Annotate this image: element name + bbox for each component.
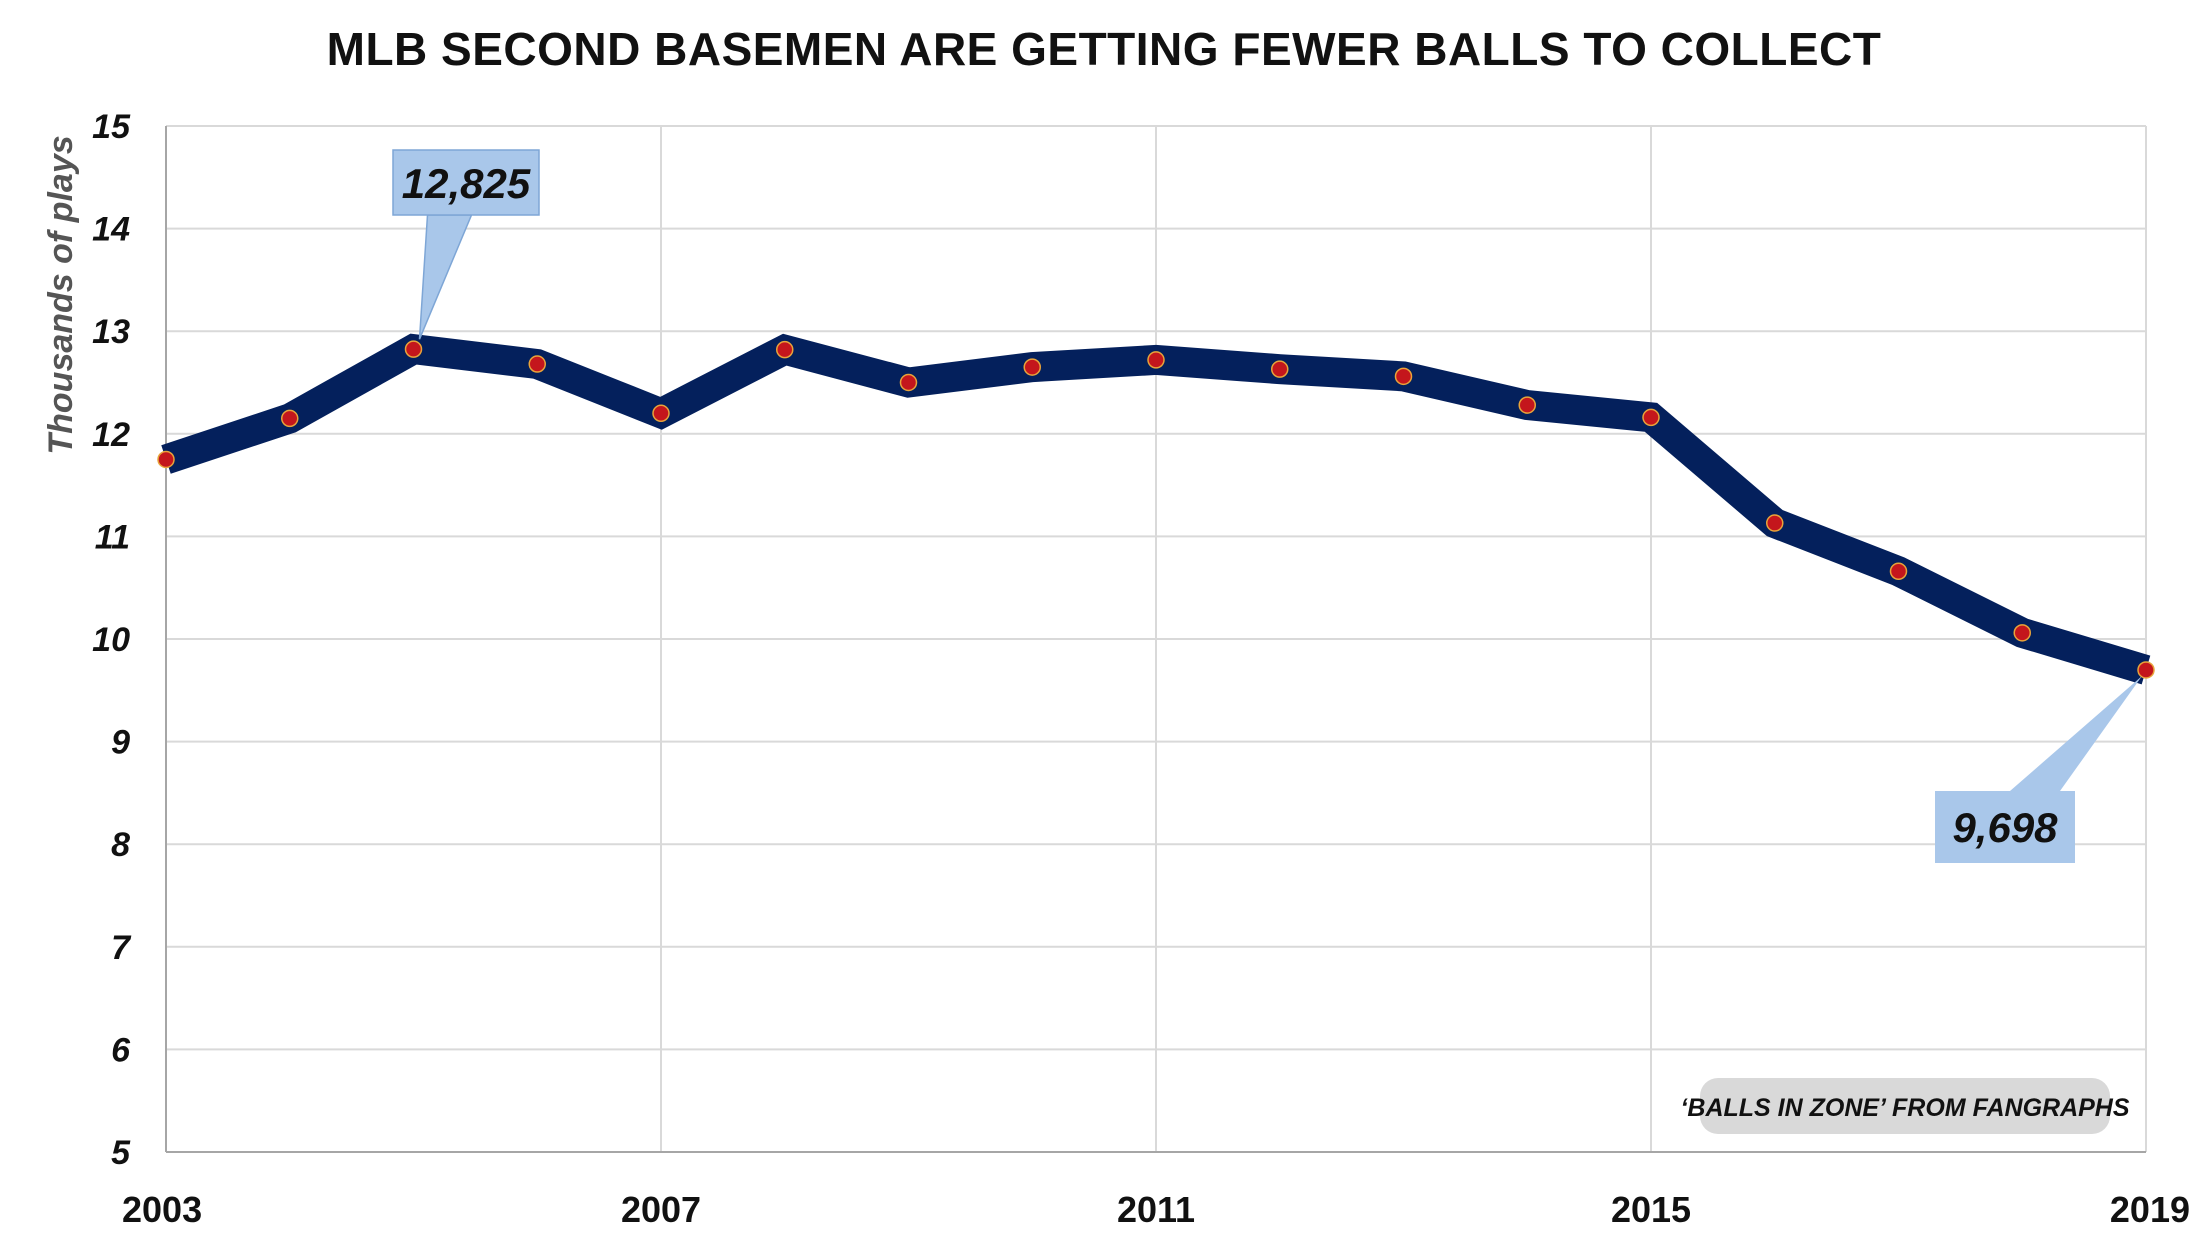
data-point [281,409,299,428]
data-point [528,355,546,373]
data-point [2137,661,2155,679]
callout-box-last [1935,791,2075,863]
y-tick-label: 13 [92,313,130,351]
data-point [1766,514,1784,532]
x-axis-ticks: 2003 2007 2011 2015 2019 [122,1189,2190,1230]
source-note-text: ‘BALLS IN ZONE’ FROM FANGRAPHS [1680,1094,2129,1122]
y-tick-label: 7 [111,929,132,967]
y-tick-label: 12 [92,416,130,454]
source-note-background [1700,1078,2110,1134]
axes [165,126,2146,1153]
y-axis-ticks: 5 6 7 8 9 10 11 12 13 14 15 [92,108,132,1172]
data-points [157,340,2155,679]
y-tick-label: 14 [92,211,130,249]
y-tick-label: 11 [95,518,130,556]
y-tick-label: 5 [111,1134,131,1172]
x-tick-label: 2007 [621,1189,701,1230]
callout-pointer [2010,675,2142,791]
chart-title: MLB SECOND BASEMEN ARE GETTING FEWER BAL… [326,23,1882,75]
source-note: ‘BALLS IN ZONE’ FROM FANGRAPHS [1680,1078,2130,1134]
y-tick-label: 9 [111,724,130,762]
data-point [1271,360,1289,378]
y-axis-label: Thousands of plays [42,135,80,454]
x-tick-label: 2015 [1611,1189,1691,1230]
data-point [1889,562,1908,581]
data-point [1518,396,1536,414]
callout-pointer [418,214,473,340]
data-point [404,340,423,358]
x-tick-label: 2019 [2110,1189,2190,1230]
data-point [776,340,794,359]
data-point [1642,408,1660,427]
y-tick-label: 10 [92,621,130,659]
callout-box-peak [392,149,540,216]
y-tick-label: 8 [111,826,130,864]
data-point [652,404,670,423]
y-tick-label: 6 [111,1031,131,1069]
gridlines [165,125,2147,1153]
x-tick-label: 2003 [122,1189,202,1230]
data-point [2013,624,2031,642]
callout-text-peak: 12,825 [402,160,531,207]
callouts: 12,825 9,698 [392,149,2142,863]
data-point [899,373,918,392]
data-point [1023,358,1041,376]
data-point [157,450,175,469]
data-point [1147,351,1165,369]
data-point [1394,367,1413,386]
y-tick-label: 15 [92,108,131,146]
x-tick-label: 2011 [1117,1189,1195,1230]
callout-text-last: 9,698 [1952,804,2058,851]
